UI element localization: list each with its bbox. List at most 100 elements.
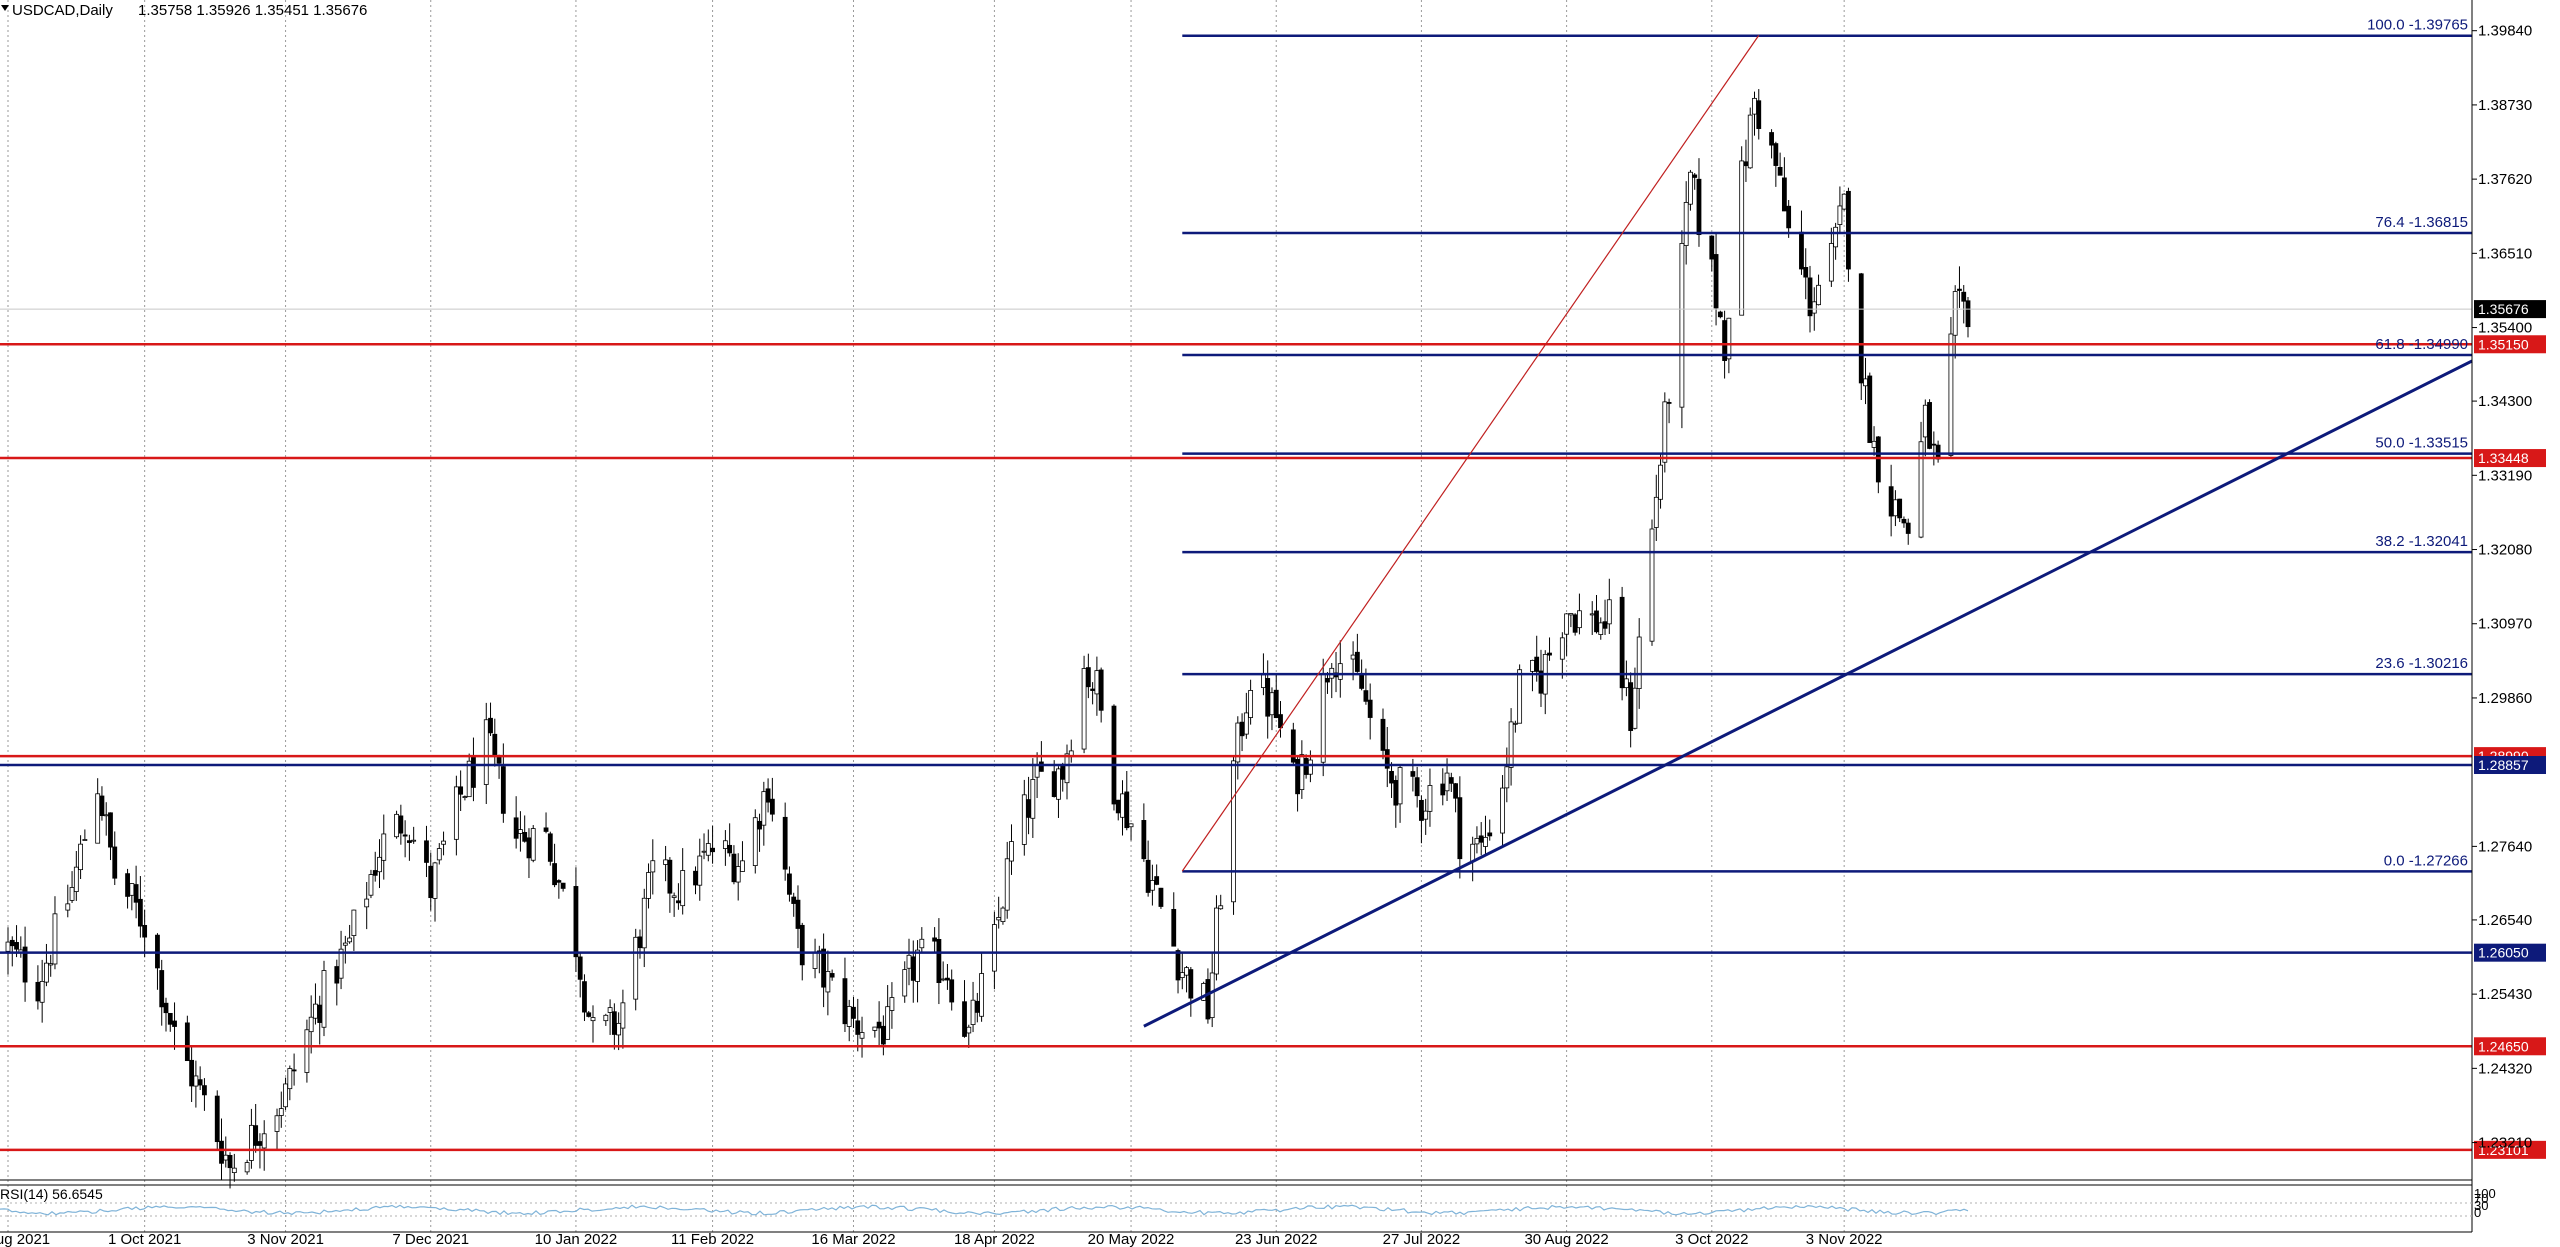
candle-body [1325,678,1330,683]
candle [611,1003,617,1050]
candle [1290,722,1296,767]
candle [5,927,11,975]
candle [1000,906,1006,925]
candle [530,825,536,863]
candle [103,802,109,836]
fibonacci-retracement[interactable]: 100.0 -1.39765 76.4 -1.36815 61.8 -1.34990… [1182,17,2472,873]
candle [1085,653,1091,699]
candle-body [432,862,438,899]
level-price-text: 1.28857 [2478,757,2529,773]
candle [1453,783,1458,813]
price-tick-label: 1.29860 [2478,690,2532,707]
candle-body [522,832,528,842]
symbol-label[interactable]: USDCAD,Daily [12,2,113,19]
candle-body [1816,284,1821,306]
candle-body [231,1167,237,1174]
candle-body [1683,202,1689,246]
candle [846,999,852,1042]
candle-body [1773,143,1779,166]
candle-body [125,873,130,897]
candle [1414,766,1420,808]
candle-body [1679,243,1685,408]
level-price-tag [2474,449,2546,468]
time-label: 20 May 2022 [1088,1231,1175,1247]
trend-lines[interactable] [1143,35,2473,1028]
candle-body [406,840,412,843]
candle-body [945,977,950,981]
level-price-text: 1.23101 [2478,1142,2529,1158]
candle-body [381,833,387,861]
candle-body [291,1069,297,1072]
candle [603,1013,609,1026]
candle [471,737,476,802]
time-label: 3 Oct 2022 [1675,1231,1748,1247]
candle [945,964,950,990]
rsi-scale-70: 70 [2474,1191,2488,1206]
candle-body [364,898,370,908]
candle [1897,498,1903,522]
candle-body [1265,678,1271,717]
candle-body [607,1007,613,1013]
price-tick-label: 1.26540 [2478,912,2532,929]
symbol-dropdown-icon[interactable] [1,5,9,11]
candle [1158,887,1164,909]
candle [193,1060,199,1108]
candle-body [184,1022,190,1062]
candle-body [22,946,28,983]
candle-body [697,855,703,886]
candle [552,843,557,888]
candle-body [1828,243,1834,282]
candle [1354,633,1360,673]
candle-body [1602,621,1608,629]
candle-body [1577,610,1582,629]
candle-body [1867,375,1873,443]
candle-body [663,859,669,865]
candle-body [197,1079,203,1086]
level-price-tag [2474,335,2546,354]
candle [453,775,459,856]
candle [1752,91,1757,136]
candle-body [1154,876,1160,885]
candle [513,796,519,849]
price-tick-label: 1.32080 [2478,542,2532,559]
candle-body [48,963,54,966]
candle [1218,894,1224,910]
candle-body [513,817,519,839]
candle-body [14,942,19,950]
candle-body [1888,486,1894,517]
candle [1056,766,1061,818]
candle [1337,640,1343,698]
candle-body [1034,764,1040,778]
candle-body [556,880,562,883]
candle-body [1841,193,1847,210]
candle-body [500,766,506,814]
fib-level-label: 61.8 -1.34990 [2375,336,2468,353]
candle [321,960,327,1037]
candle [248,1108,254,1169]
candle [577,951,583,998]
candle [902,961,908,1003]
candle-body [936,938,942,984]
candle-body [257,1141,263,1146]
price-tick-label: 1.38730 [2478,97,2532,114]
candle [1773,141,1779,187]
fib-level-label: 0.0 -1.27266 [2384,852,2468,869]
candle-body [1726,317,1732,360]
candle-body [1128,823,1134,828]
candle [633,928,639,1011]
candle-body [1811,301,1817,314]
current-price-tag [2474,300,2546,319]
candle-body [172,1020,177,1027]
candle-body [1739,160,1745,316]
candle-body [1098,669,1104,711]
candle [1739,146,1745,316]
candle-body [1474,838,1480,845]
candle-body [1871,440,1877,448]
candle [488,702,493,736]
candle-body [1568,613,1574,616]
candle-body [1064,753,1070,784]
candle [1209,953,1215,1028]
candle [1867,372,1873,443]
candle [1243,692,1249,739]
